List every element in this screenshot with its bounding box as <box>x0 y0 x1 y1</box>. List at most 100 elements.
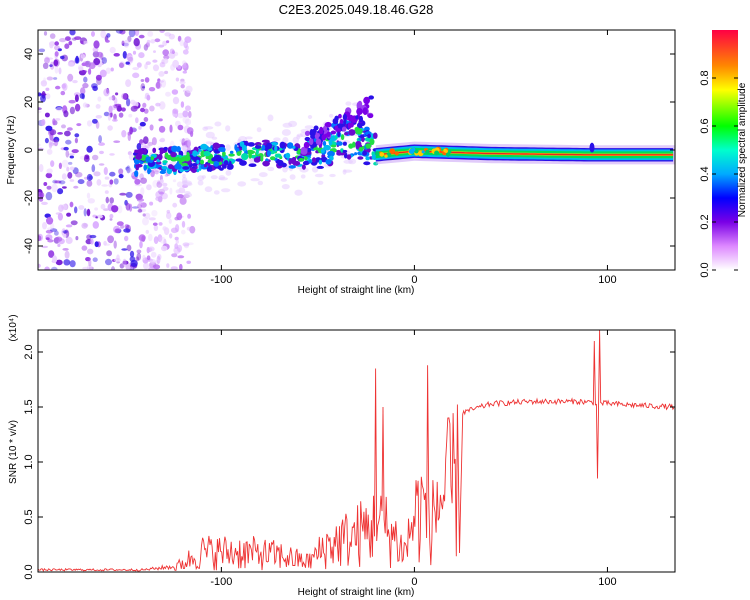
core-blob <box>250 154 257 159</box>
haze-blob <box>258 172 268 178</box>
noise-blob <box>74 133 80 138</box>
noise-blob <box>38 197 44 202</box>
noise-blob <box>44 55 50 63</box>
noise-blob <box>55 85 61 90</box>
core-blob <box>279 141 286 149</box>
noise-blob <box>146 94 151 101</box>
noise-blob <box>147 31 154 37</box>
core-blob <box>174 163 182 170</box>
core-blob <box>336 141 343 146</box>
flare-blob <box>338 113 342 119</box>
noise-blob <box>92 214 97 218</box>
noise-blob <box>58 162 63 169</box>
flare-blob <box>363 96 370 105</box>
noise-blob <box>182 60 187 66</box>
noise-blob <box>61 159 69 168</box>
noise-blob <box>158 80 165 83</box>
noise-blob <box>39 192 45 198</box>
noise-blob <box>130 259 138 267</box>
noise-blob <box>129 250 135 258</box>
noise-blob <box>41 245 48 249</box>
haze-blob <box>256 127 262 133</box>
haze-blob <box>292 136 299 144</box>
noise-blob <box>45 191 53 201</box>
noise-blob <box>98 163 105 166</box>
flare-blob <box>324 121 332 128</box>
noise-blob <box>144 63 148 70</box>
core-blob <box>254 145 262 149</box>
noise-blob <box>153 50 156 53</box>
noise-blob <box>91 164 96 173</box>
core-blob <box>277 159 284 167</box>
blip <box>589 142 595 153</box>
flare-blob <box>321 134 327 141</box>
noise-blob <box>169 48 175 54</box>
noise-blob <box>47 239 54 243</box>
haze-blob <box>257 180 263 186</box>
noise-blob <box>126 168 133 173</box>
haze-blob <box>280 178 287 182</box>
core-blob <box>248 163 257 167</box>
noise-blob <box>62 233 67 238</box>
snr-panel: -100 0 100 0.0 0.5 1.0 1.5 2.0 Height of strai… <box>8 314 676 598</box>
noise-blob <box>126 165 131 174</box>
noise-blob <box>181 220 186 228</box>
noise-blob <box>158 125 166 133</box>
noise-blob <box>111 95 116 101</box>
noise-blob <box>64 130 71 137</box>
noise-blob <box>177 35 182 42</box>
noise-blob <box>38 235 42 242</box>
haze-blob <box>307 115 313 119</box>
core-blob <box>302 160 310 166</box>
haze-blob <box>267 166 275 172</box>
noise-blob <box>54 51 59 57</box>
noise-blob <box>150 251 157 258</box>
noise-blob <box>80 54 86 59</box>
noise-blob <box>144 145 151 148</box>
core-blob <box>308 160 312 164</box>
noise-blob <box>57 132 63 135</box>
noise-blob <box>183 40 188 49</box>
noise-blob <box>114 228 121 234</box>
noise-blob <box>158 118 163 122</box>
core-blob <box>352 141 356 148</box>
noise-blob <box>127 35 132 43</box>
noise-blob <box>146 255 151 260</box>
noise-blob <box>73 185 79 189</box>
noise-blob <box>129 126 134 135</box>
y-tick-label: 0.5 <box>23 509 35 524</box>
core-blob <box>168 164 174 170</box>
noise-blob <box>74 103 81 112</box>
noise-blob <box>140 187 145 196</box>
noise-blob <box>175 224 180 233</box>
noise-blob <box>176 244 183 253</box>
flare-blob <box>355 115 359 120</box>
stable-blob <box>408 148 415 154</box>
noise-blob <box>161 245 168 252</box>
noise-blob <box>150 39 156 44</box>
x-tick-label: -100 <box>210 576 232 588</box>
core-blob <box>236 151 242 157</box>
core-blob <box>170 151 177 158</box>
core-blob <box>365 143 372 149</box>
noise-blob <box>93 58 101 66</box>
core-blob <box>261 139 270 143</box>
noise-blob <box>57 188 64 195</box>
noise-blob <box>105 39 110 43</box>
stable-blob <box>384 154 388 158</box>
noise-blob <box>176 181 184 188</box>
core-blob <box>358 146 363 152</box>
noise-blob <box>99 150 104 155</box>
noise-blob <box>122 93 129 100</box>
core-blob <box>159 170 166 174</box>
noise-blob <box>86 264 93 270</box>
flare-blob <box>300 148 308 155</box>
haze-blob <box>205 141 213 145</box>
snr-y-label: SNR (10 * v/v) <box>8 420 19 484</box>
core-blob <box>320 148 325 154</box>
noise-blob <box>54 41 59 46</box>
noise-blob <box>78 66 84 71</box>
haze-blob <box>281 184 290 190</box>
x-tick-label: 0 <box>411 576 417 588</box>
haze-blob <box>299 167 309 173</box>
